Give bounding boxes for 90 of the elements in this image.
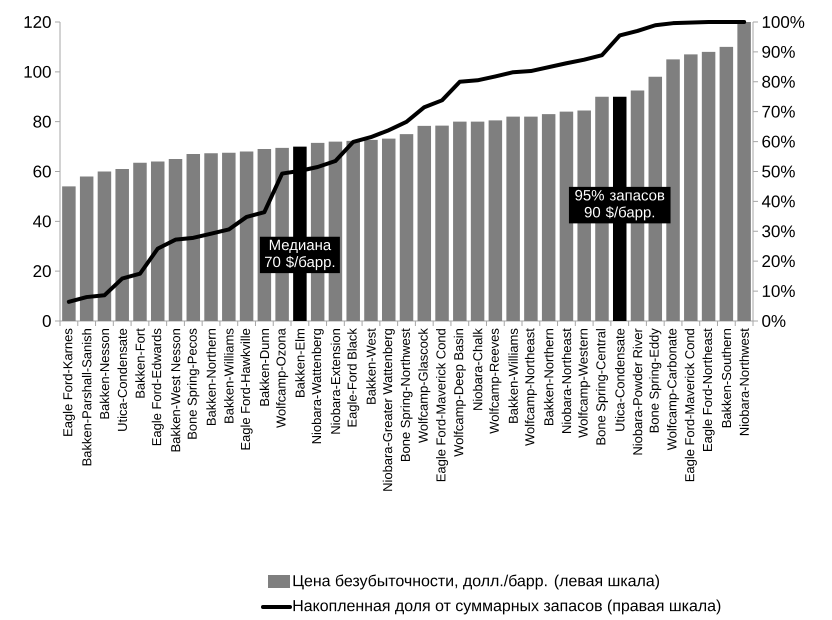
bar <box>240 152 254 321</box>
y-tick-label: 60 <box>34 165 51 178</box>
legend-label: Цена безубыточности, долл./барр. (левая шкала) <box>294 574 659 590</box>
x-tick-label: Eagle-Ford Black <box>347 328 360 426</box>
x-tick-label: Wolfcamp-Carbonate <box>667 328 680 450</box>
x-tick-label: Wolfcamp-Reeves <box>489 328 502 434</box>
bar <box>524 116 538 321</box>
y2-tick-label: 50% <box>762 165 795 178</box>
x-tick-label: Bone Spring-Eddy <box>649 328 662 432</box>
y2-tick-label: 30% <box>762 225 795 238</box>
y2-tick-label: 0% <box>762 314 786 327</box>
bar <box>168 159 182 321</box>
x-tick-label: Niobara-Northeast <box>562 328 572 433</box>
x-tick-label: Wolfcamp-Deep Basin <box>454 329 466 457</box>
bar <box>204 153 218 321</box>
x-tick-label: Wolfcamp-Glascock <box>418 328 430 444</box>
x-tick-label: Bakken-West <box>366 328 376 404</box>
bar <box>150 162 164 321</box>
y2-tick-label: 90% <box>762 46 795 58</box>
x-tick-label: Bakken-Nesson <box>100 329 110 419</box>
x-tick-label: Utica-Condensate <box>117 328 127 431</box>
x-tick-label: Eagle Ford-Edwards <box>152 328 164 446</box>
bar <box>364 140 378 321</box>
x-tick-label: Bakken-Elm <box>295 329 305 397</box>
y-tick-label: 0 <box>42 314 51 327</box>
bar <box>133 162 147 321</box>
bar <box>560 112 574 321</box>
legend-label: Накопленная доля от суммарных запасов (правая шкала) <box>294 600 720 614</box>
bar <box>98 171 112 321</box>
bar <box>400 134 414 321</box>
bar <box>453 122 467 321</box>
y-tick-label: 120 <box>24 16 51 28</box>
y2-tick-label: 10% <box>762 285 795 298</box>
bar <box>346 140 360 321</box>
x-tick-label: Eagle Ford-Maverick Cond <box>436 329 448 482</box>
bar <box>720 46 734 321</box>
x-tick-label: Bakken-West Nesson <box>170 329 180 452</box>
x-tick-label: Wolfcamp-Western <box>578 329 590 438</box>
x-tick-label: Bakken-Southern <box>722 329 732 428</box>
annotation: 95% запасов 90 $/барр. <box>575 190 664 220</box>
bar <box>684 54 698 321</box>
y2-tick-label: 60% <box>762 136 795 148</box>
x-tick-label: Niobara-Greater Wattenberg <box>382 329 395 491</box>
bar <box>737 22 751 321</box>
bar <box>115 168 129 321</box>
x-tick-label: Bakken-Dunn <box>260 329 270 406</box>
x-tick-label: Niobara-Wattenberg <box>312 329 324 444</box>
y-tick-label: 20 <box>34 265 51 278</box>
y2-tick-label: 70% <box>762 106 795 118</box>
bar <box>702 52 716 321</box>
x-tick-label: Bone Spring-Central <box>596 329 608 444</box>
x-tick-label: Wolfcamp-Ozona <box>276 328 288 428</box>
x-tick-label: Niobara-Extension <box>330 329 340 434</box>
y-tick-label: 100 <box>24 66 51 78</box>
x-tick-label: Bakken-Williams <box>224 328 234 423</box>
bar <box>62 186 76 321</box>
x-tick-label: Eagle Ford-Hawkville <box>240 328 253 450</box>
bar <box>222 152 236 321</box>
x-tick-label: Bakken-Northern <box>544 329 554 426</box>
y2-tick-label: 20% <box>762 255 795 268</box>
bar <box>186 154 200 321</box>
bar <box>666 59 680 321</box>
y-tick-label: 40 <box>33 215 51 228</box>
bar <box>435 126 449 321</box>
y-tick-label: 80 <box>33 116 51 128</box>
y2-tick-label: 40% <box>762 195 795 208</box>
x-tick-label: Bone Spring-Northwest <box>400 328 413 462</box>
x-tick-label: Bakken-Fort <box>135 328 145 398</box>
y2-tick-label: 100% <box>762 16 804 28</box>
bar <box>470 122 484 321</box>
bar <box>488 120 502 321</box>
y2-tick-label: 80% <box>762 76 795 88</box>
bar <box>542 114 556 321</box>
x-tick-label: Niobara-Northwest <box>739 328 749 436</box>
bar <box>506 116 520 321</box>
x-tick-label: Bone Spring-Pecos <box>187 328 200 439</box>
x-tick-label: Bakken-Parshall-Sanish <box>82 329 92 466</box>
x-tick-label: Bakken-Williams <box>508 328 518 423</box>
x-tick-label: Eagle Ford-Maverick Cond <box>684 329 697 482</box>
x-tick-label: Utica-Condensate <box>614 328 624 431</box>
x-tick-label: Bakken-Northern <box>206 329 216 426</box>
x-tick-label: Eagle Ford-Northeast <box>702 328 715 451</box>
x-tick-label: Wolfcamp-Northeast <box>524 328 537 446</box>
annotation: Медиана 70 $/барр. <box>264 240 334 270</box>
bar <box>80 176 94 321</box>
bar <box>382 138 396 321</box>
x-tick-label: Niobara-Chalk <box>472 328 482 410</box>
x-tick-label: Eagle Ford-Karnes <box>62 328 75 436</box>
x-tick-label: Niobara-Powder River <box>632 328 642 455</box>
bar <box>418 126 432 321</box>
